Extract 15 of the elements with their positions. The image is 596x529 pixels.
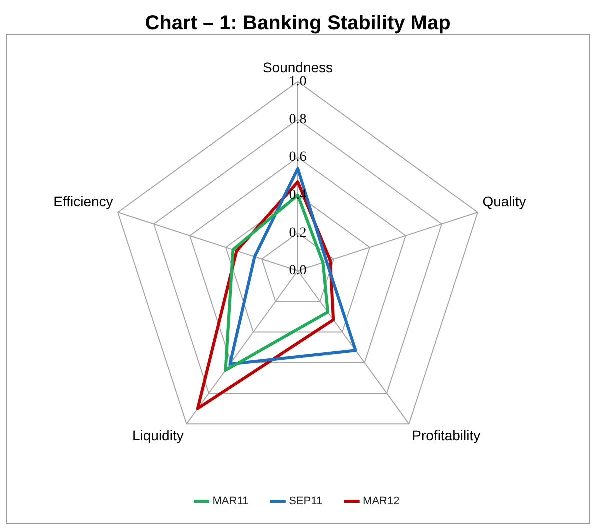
y-tick-label: 0.0: [289, 264, 307, 279]
y-tick-label: 0.8: [289, 112, 307, 128]
legend-label: MAR12: [363, 496, 400, 508]
spoke-label: Efficiency: [54, 193, 114, 210]
y-tick-label: 0.4: [289, 188, 307, 203]
spoke-label: Quality: [482, 193, 526, 210]
y-tick-label: 0.6: [289, 150, 307, 166]
spoke-label: Soundness: [262, 59, 334, 76]
chart-title: Chart – 1: Banking Stability Map: [145, 12, 451, 35]
legend-label: SEP11: [289, 496, 323, 508]
y-tick-label: 0.2: [289, 226, 307, 241]
legend-label: MAR11: [212, 496, 249, 508]
spoke-label: Profitability: [412, 427, 481, 444]
spoke-label: Liquidity: [132, 427, 184, 444]
y-tick-label: 1.0: [289, 74, 307, 90]
